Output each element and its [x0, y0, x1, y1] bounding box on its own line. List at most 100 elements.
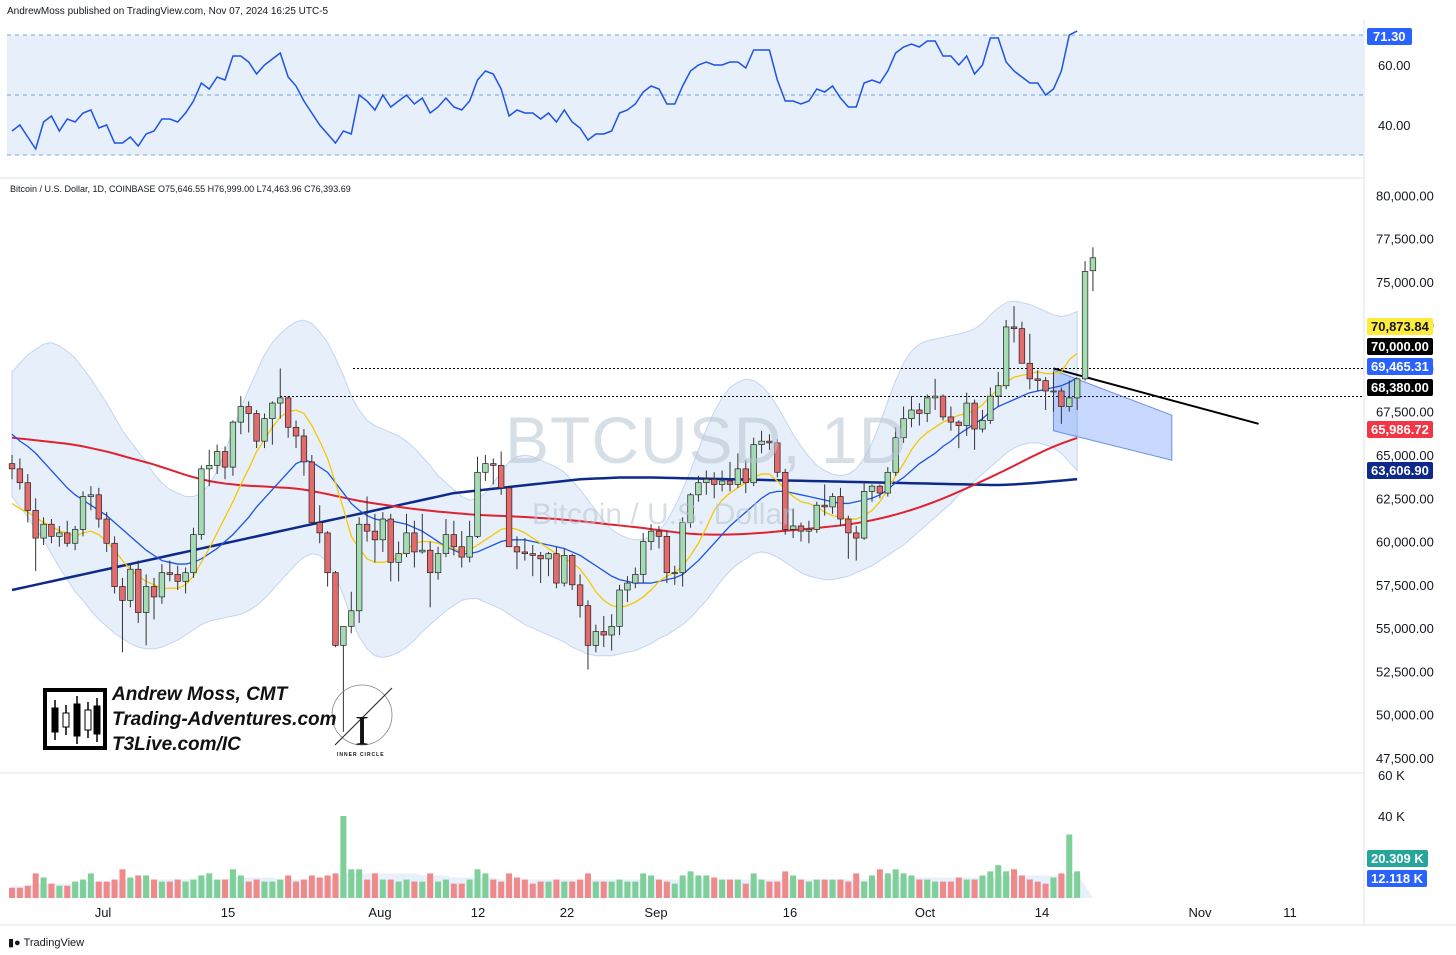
- volume-bar: [506, 873, 513, 898]
- volume-bar: [1058, 873, 1065, 898]
- candle-body: [356, 523, 363, 612]
- candle-body: [647, 530, 655, 542]
- volume-bar: [16, 887, 23, 898]
- candle-body: [363, 523, 371, 532]
- candle-body: [269, 402, 276, 420]
- volume-bar: [182, 881, 189, 898]
- price-tick: 57,500.00: [1376, 578, 1434, 593]
- candle-body: [805, 529, 813, 532]
- volume-bar: [940, 881, 947, 898]
- candle-body: [774, 442, 781, 473]
- candle-body: [166, 572, 173, 575]
- price-tick: 75,000.00: [1376, 275, 1434, 290]
- volume-bar: [119, 869, 126, 898]
- candle-body: [663, 535, 671, 574]
- volume-bar: [869, 875, 876, 898]
- candle-body: [655, 530, 663, 537]
- volume-bar: [435, 881, 442, 898]
- volume-bar: [40, 877, 47, 898]
- time-tick: 16: [783, 905, 797, 920]
- volume-bar: [513, 877, 520, 898]
- candle-body: [8, 463, 16, 470]
- candle-body: [608, 625, 615, 636]
- candle-body: [190, 534, 197, 574]
- candle-body: [616, 589, 623, 627]
- candle-body: [198, 468, 205, 535]
- volume-bar: [821, 879, 828, 898]
- volume-bar: [482, 873, 489, 898]
- rsi-tick-60: 60.00: [1378, 58, 1411, 73]
- rsi-value-label: 71.30: [1367, 28, 1412, 45]
- volume-bar: [813, 879, 820, 898]
- volume-bar: [1018, 875, 1025, 898]
- candle-body: [789, 525, 797, 530]
- volume-bar: [490, 879, 497, 898]
- candle-body: [584, 605, 592, 646]
- candle-body: [939, 395, 947, 418]
- volume-bar: [498, 881, 505, 898]
- watermark-ticker: BTCUSD, 1D: [505, 403, 908, 477]
- volume-bar: [450, 883, 457, 898]
- volume-bar: [95, 881, 102, 898]
- volume-bar: [340, 816, 347, 898]
- volume-tick-60k: 60 K: [1378, 768, 1405, 783]
- volume-bar: [924, 879, 931, 898]
- volume-bar: [600, 881, 607, 898]
- candle-body: [529, 553, 536, 556]
- candle-body: [576, 584, 584, 606]
- volume-bar: [245, 881, 252, 898]
- volume-bar: [64, 885, 71, 898]
- volume-bar: [648, 875, 655, 898]
- volume-bar: [750, 873, 757, 898]
- candle-body: [916, 409, 923, 414]
- volume-bar: [553, 879, 560, 898]
- volume-bar: [1050, 877, 1057, 898]
- candle-body: [797, 525, 805, 532]
- volume-bar: [411, 881, 418, 898]
- candle-body: [261, 418, 268, 442]
- time-tick: 22: [560, 905, 574, 920]
- volume-bar: [229, 869, 236, 898]
- candle-body: [1002, 326, 1010, 387]
- volume-bar: [379, 879, 386, 898]
- volume-bar: [166, 881, 173, 898]
- candle-body: [908, 409, 915, 420]
- time-tick: 15: [221, 905, 235, 920]
- candle-body: [813, 504, 820, 530]
- candle-body: [876, 485, 884, 494]
- candle-body: [103, 518, 110, 544]
- time-tick: Jul: [95, 905, 112, 920]
- volume-bar: [158, 881, 165, 898]
- volume-bar: [190, 879, 197, 898]
- volume-bar: [466, 879, 473, 898]
- volume-bar: [845, 881, 852, 898]
- candle-body: [726, 480, 734, 485]
- candle-body: [884, 471, 891, 494]
- candle-body: [924, 397, 931, 414]
- volume-bar: [774, 881, 781, 898]
- volume-ma-label: 12.118 K: [1367, 870, 1428, 887]
- candle-body: [711, 478, 718, 485]
- volume-bar: [955, 877, 962, 898]
- candle-body: [419, 549, 426, 553]
- candle-body: [963, 402, 970, 426]
- volume-bar: [237, 875, 244, 898]
- candle-body: [1066, 397, 1073, 407]
- volume-bar: [624, 881, 631, 898]
- candle-body: [427, 549, 434, 574]
- candle-body: [892, 437, 899, 473]
- candle-body: [955, 421, 962, 426]
- volume-bar: [884, 873, 891, 898]
- candle-body: [442, 534, 450, 555]
- volume-bar: [900, 873, 907, 898]
- candle-body: [411, 532, 418, 553]
- candle-body: [505, 487, 513, 548]
- volume-ma-area: [12, 873, 1093, 898]
- logo-candle: [73, 703, 81, 737]
- time-tick: Aug: [368, 905, 391, 920]
- price-tick: 52,500.00: [1376, 664, 1434, 679]
- price-tick: 50,000.00: [1376, 708, 1434, 723]
- ma10-line: [11, 352, 1078, 608]
- volume-bar: [1042, 883, 1049, 898]
- volume-bar: [316, 877, 323, 898]
